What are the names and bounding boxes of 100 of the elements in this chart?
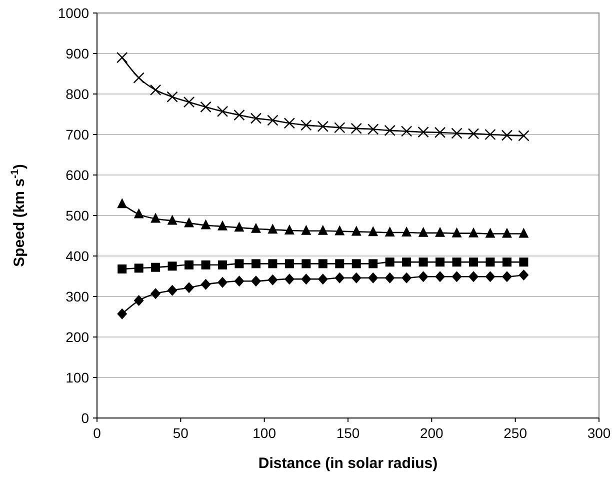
point xyxy=(167,214,178,225)
point xyxy=(334,225,345,236)
point xyxy=(351,226,362,236)
point xyxy=(134,295,144,306)
point xyxy=(452,227,462,238)
y-tick-label: 500 xyxy=(66,207,90,224)
point xyxy=(451,128,462,139)
x-tick-label: 300 xyxy=(587,425,611,441)
point xyxy=(351,272,362,284)
point xyxy=(518,228,529,238)
point xyxy=(201,260,210,270)
x-tick-label: 50 xyxy=(172,425,189,441)
y-tick-label: 900 xyxy=(66,45,90,62)
point xyxy=(435,271,446,282)
point xyxy=(218,276,228,288)
x-tick-label: 0 xyxy=(93,425,102,441)
point xyxy=(250,112,262,124)
point xyxy=(402,272,412,284)
point xyxy=(502,271,512,282)
point xyxy=(301,274,312,285)
point xyxy=(200,101,212,113)
point xyxy=(300,120,312,131)
point xyxy=(267,114,278,126)
point xyxy=(284,224,294,234)
point xyxy=(368,124,379,135)
point xyxy=(134,264,144,273)
point xyxy=(250,276,261,287)
point xyxy=(317,120,328,132)
x-tick-label: 100 xyxy=(252,425,276,441)
point xyxy=(284,118,296,129)
point xyxy=(468,227,478,238)
point xyxy=(501,130,513,141)
point xyxy=(167,284,178,296)
point xyxy=(301,224,312,235)
point xyxy=(250,222,261,233)
y-tick-label: 1000 xyxy=(58,4,90,21)
point xyxy=(184,217,194,228)
point xyxy=(251,259,260,268)
point xyxy=(234,109,245,121)
point xyxy=(368,272,378,284)
point xyxy=(435,226,446,237)
point xyxy=(133,72,144,84)
point xyxy=(418,126,429,138)
point xyxy=(200,278,211,290)
x-tick-label: 250 xyxy=(504,425,528,441)
point xyxy=(268,224,278,234)
point xyxy=(234,222,244,232)
point xyxy=(335,259,344,268)
point xyxy=(151,262,160,272)
point xyxy=(150,288,161,300)
point xyxy=(400,126,412,137)
point xyxy=(216,106,228,118)
point xyxy=(218,220,228,230)
point xyxy=(368,259,378,268)
y-tick-label: 400 xyxy=(66,248,90,264)
point xyxy=(402,226,412,237)
point xyxy=(334,122,346,134)
point xyxy=(150,212,161,223)
point xyxy=(116,52,128,64)
point xyxy=(350,122,362,134)
point xyxy=(334,272,345,284)
point xyxy=(218,260,227,270)
point xyxy=(485,271,496,282)
point xyxy=(117,198,128,208)
point xyxy=(318,274,328,285)
point xyxy=(284,259,294,268)
point xyxy=(183,96,195,108)
x-tick-label: 150 xyxy=(336,425,360,441)
y-tick-label: 800 xyxy=(66,86,90,102)
point xyxy=(468,128,480,140)
point xyxy=(318,224,328,235)
point xyxy=(518,270,529,281)
point xyxy=(469,258,478,267)
point xyxy=(302,259,311,268)
point xyxy=(134,208,144,218)
x-tick-label: 200 xyxy=(420,425,444,441)
y-tick-label: 700 xyxy=(66,126,90,142)
point xyxy=(184,260,194,270)
point xyxy=(484,128,496,140)
point xyxy=(234,276,244,287)
point xyxy=(502,228,512,238)
point xyxy=(118,264,127,274)
point xyxy=(452,258,462,267)
point xyxy=(418,258,428,267)
x-axis-title: Distance (in solar radius) xyxy=(258,455,438,472)
point xyxy=(234,259,244,268)
point xyxy=(518,130,530,142)
y-tick-label: 300 xyxy=(66,288,90,304)
point xyxy=(168,262,177,271)
point xyxy=(402,258,412,267)
point xyxy=(368,226,378,236)
y-tick-label: 600 xyxy=(66,166,90,183)
point xyxy=(284,274,294,285)
point xyxy=(519,258,528,267)
point xyxy=(418,271,428,282)
y-tick-label: 200 xyxy=(66,328,90,345)
point xyxy=(384,226,395,237)
point xyxy=(418,226,428,237)
point xyxy=(468,271,478,282)
point xyxy=(434,126,446,138)
